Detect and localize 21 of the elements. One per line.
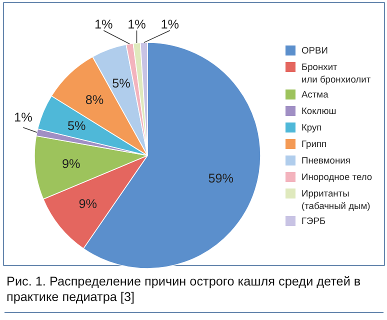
legend-label: Коклюш (302, 106, 336, 116)
data-label: 1% (128, 18, 146, 32)
legend-label: Круп (302, 122, 322, 132)
data-label: 1% (94, 18, 113, 32)
data-label: 1% (160, 18, 180, 32)
data-label: 9% (62, 157, 80, 172)
data-label: 8% (85, 92, 104, 107)
legend-label: Астма (302, 90, 330, 100)
data-label: 5% (67, 118, 86, 133)
legend-label: Пневмония (302, 156, 350, 166)
legend-label: Грипп (302, 139, 327, 149)
text: Рис. 1. Распределение причин острого кашля среди детей в практике педиатра [3] (6, 274, 361, 304)
data-label: 9% (78, 196, 98, 211)
legend-label: Ирританты (табачный дым) (302, 188, 370, 211)
data-label: 5% (112, 76, 130, 90)
legend-label: Инородное тело (302, 172, 372, 182)
legend-label: Бронхит или бронхиолит (302, 62, 372, 84)
legend-label: ГЭРБ (302, 216, 326, 226)
legend-label: ОРВИ (302, 46, 328, 56)
data-label: 59% (208, 171, 234, 186)
data-label: 1% (14, 110, 32, 124)
